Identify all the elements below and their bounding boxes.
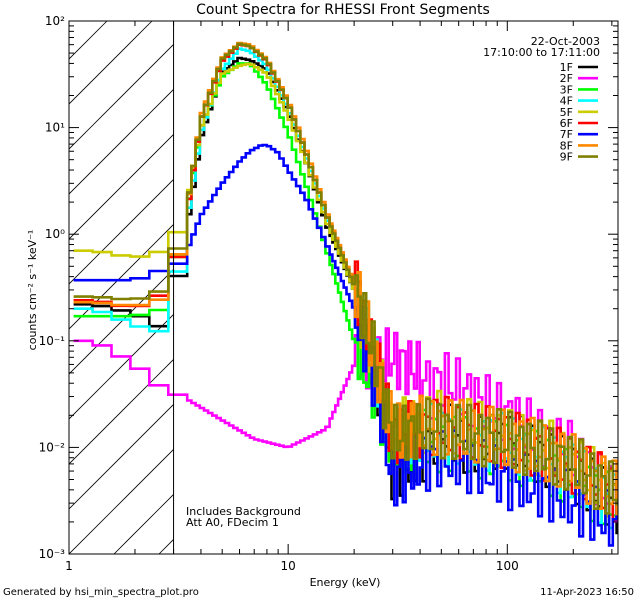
y-tick-label: 10²: [45, 14, 65, 28]
y-tick-label: 10⁻²: [39, 440, 66, 454]
hatch-line: [69, 403, 174, 510]
hatch-line: [69, 358, 174, 465]
legend-label-5F: 5F: [560, 106, 573, 119]
chart-title: Count Spectra for RHESSI Front Segments: [196, 2, 490, 18]
hatch-line: [69, 43, 174, 150]
legend-label-9F: 9F: [560, 151, 573, 164]
hatch-line: [69, 88, 174, 195]
note-line-1: Includes Background: [186, 505, 301, 518]
y-tick-label: 10⁰: [45, 227, 65, 241]
legend-label-7F: 7F: [560, 128, 573, 141]
hatch-line: [69, 448, 174, 554]
y-tick-label: 10⁻³: [39, 547, 66, 561]
hatch-line: [69, 268, 174, 375]
hatch-line: [69, 21, 108, 60]
legend-label-8F: 8F: [560, 139, 573, 152]
series-7F: [73, 143, 618, 547]
footer-timestamp: 11-Apr-2023 16:50: [540, 587, 634, 598]
legend-label-1F: 1F: [560, 61, 573, 74]
hatch-line: [69, 21, 153, 105]
note-line-2: Att A0, FDecim 1: [186, 516, 279, 529]
x-tick-label: 10: [281, 559, 296, 573]
hatch-line: [69, 178, 174, 285]
footer-generated-by: Generated by hsi_min_spectra_plot.pro: [3, 587, 199, 598]
x-tick-label: 100: [496, 559, 519, 573]
legend-label-2F: 2F: [560, 72, 573, 85]
legend-label-6F: 6F: [560, 117, 573, 130]
x-axis-label: Energy (keV): [310, 576, 381, 589]
hatch-line: [69, 223, 174, 330]
plot-frame: [68, 20, 619, 555]
legend-time-range: 17:10:00 to 17:11:00: [483, 46, 600, 59]
hatched-region: [69, 21, 174, 554]
series-9F: [73, 42, 618, 515]
y-axis-label: counts cm⁻² s⁻¹ keV⁻¹: [26, 230, 39, 351]
legend-label-4F: 4F: [560, 95, 573, 108]
y-tick-label: 10¹: [45, 121, 65, 135]
legend-date: 22-Oct-2003: [531, 35, 600, 48]
x-tick-label: 1: [65, 559, 73, 573]
hatch-line: [69, 133, 174, 240]
y-tick-label: 10⁻¹: [39, 334, 66, 348]
legend-label-3F: 3F: [560, 83, 573, 96]
